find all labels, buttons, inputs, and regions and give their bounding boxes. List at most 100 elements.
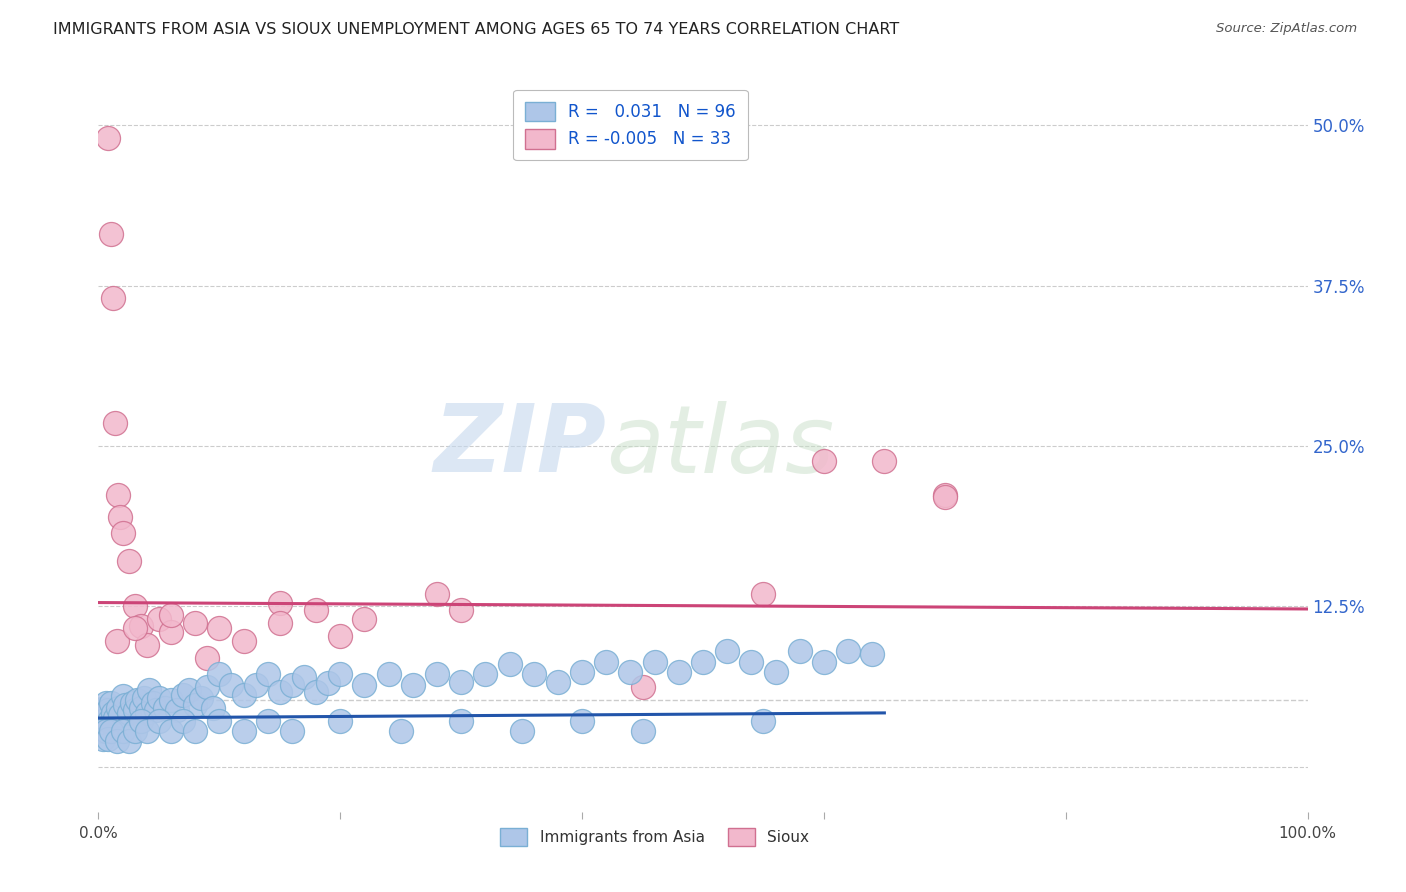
Point [153,700,176,714]
Point [281,723,304,738]
Point [135,706,157,720]
Point [692,655,714,669]
Point [353,612,375,626]
Point [91,711,114,725]
Point [402,678,425,692]
Point [631,680,654,694]
Point [124,599,146,614]
Point [305,603,328,617]
Point [498,657,520,672]
Point [90,714,112,729]
Point [450,603,472,617]
Point [91,731,114,746]
Point [105,734,128,748]
Point [107,488,129,502]
Point [179,682,201,697]
Point [160,625,183,640]
Point [389,723,412,738]
Point [160,608,183,623]
Point [195,680,218,694]
Point [450,714,472,728]
Point [813,454,835,468]
Point [118,554,141,568]
Point [221,678,243,692]
Point [269,616,291,631]
Point [145,703,167,717]
Point [111,526,134,541]
Point [96,711,118,725]
Point [668,665,690,679]
Point [571,665,593,679]
Point [789,644,811,658]
Point [94,723,117,738]
Point [202,700,225,714]
Text: Source: ZipAtlas.com: Source: ZipAtlas.com [1216,22,1357,36]
Point [111,723,134,738]
Point [256,667,278,681]
Point [108,708,131,723]
Point [547,675,569,690]
Point [124,621,146,635]
Point [245,678,267,692]
Point [474,667,496,681]
Point [91,702,114,716]
Point [377,667,399,681]
Point [93,706,115,720]
Text: atlas: atlas [606,401,835,491]
Point [100,696,122,710]
Legend: Immigrants from Asia, Sioux: Immigrants from Asia, Sioux [494,822,815,852]
Point [129,714,152,728]
Point [160,723,183,738]
Point [595,655,617,669]
Point [172,688,194,702]
Point [837,644,859,658]
Point [172,714,194,728]
Point [127,693,149,707]
Point [100,227,122,242]
Point [752,714,775,728]
Point [353,678,375,692]
Point [208,667,231,681]
Point [292,670,315,684]
Point [934,491,956,505]
Point [571,714,593,728]
Point [232,634,254,648]
Point [305,685,328,699]
Point [269,596,291,610]
Point [129,700,152,714]
Point [644,655,666,669]
Point [160,693,183,707]
Point [104,711,127,725]
Point [97,131,120,145]
Point [256,714,278,728]
Point [90,723,112,738]
Point [121,696,143,710]
Point [523,667,546,681]
Point [873,454,896,468]
Point [232,688,254,702]
Point [97,731,120,746]
Point [148,612,170,626]
Point [129,618,152,632]
Point [118,706,141,720]
Point [316,676,339,690]
Point [135,723,157,738]
Point [190,690,212,705]
Point [148,690,170,705]
Point [148,714,170,728]
Point [97,703,120,717]
Point [450,675,472,690]
Point [631,723,654,738]
Point [813,655,835,669]
Point [124,723,146,738]
Point [89,708,111,723]
Point [118,734,141,748]
Point [100,723,122,738]
Point [860,647,883,661]
Point [281,678,304,692]
Point [740,655,762,669]
Point [107,700,129,714]
Point [105,634,128,648]
Point [619,665,641,679]
Point [94,696,117,710]
